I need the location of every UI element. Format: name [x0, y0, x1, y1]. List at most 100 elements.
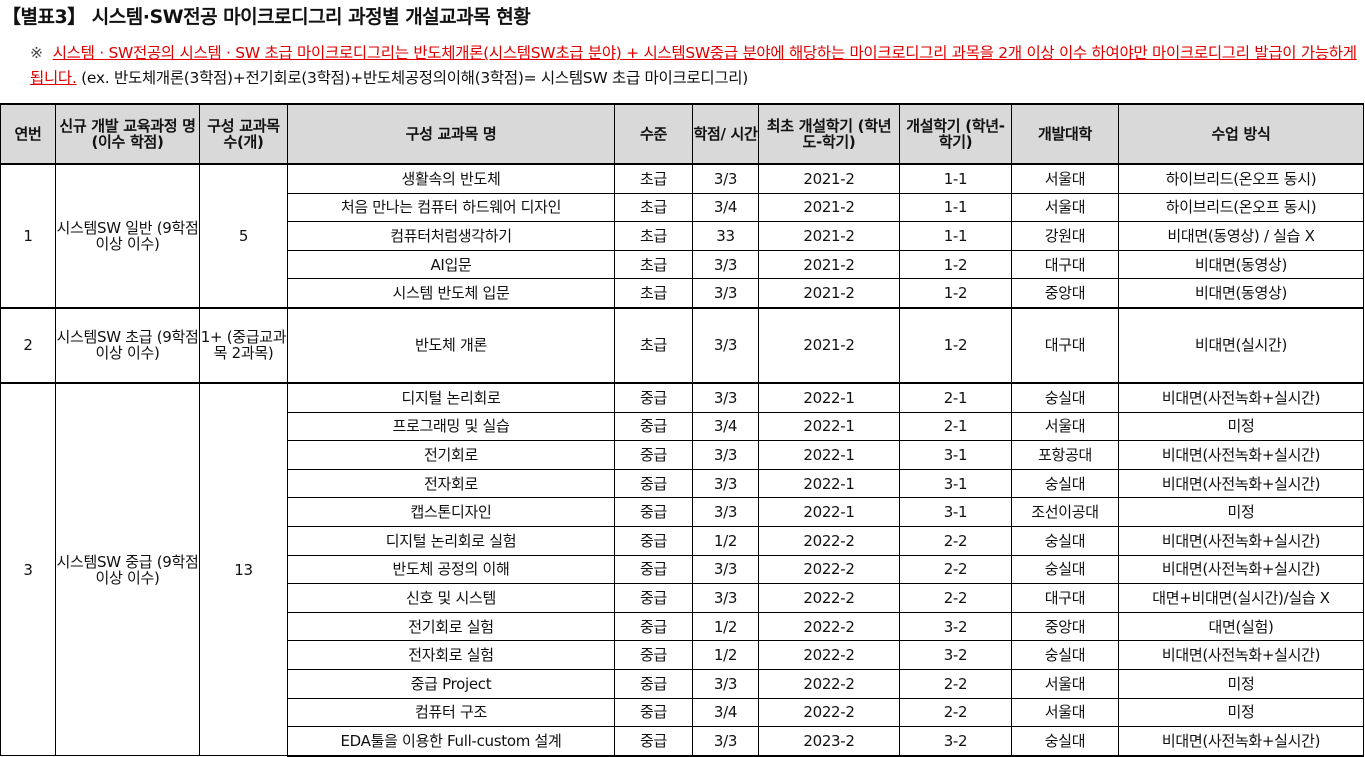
- level: 중급: [614, 411, 693, 442]
- level: 중급: [614, 583, 693, 613]
- university: 서울대: [1011, 411, 1119, 442]
- method: 비대면(사전녹화+실시간): [1118, 726, 1364, 757]
- table-body: 1 시스템SW 일반 (9학점 이상 이수) 5 생활속의 반도체 초급 3/3 2021-…: [0, 162, 1364, 757]
- credits: 3/3: [692, 497, 759, 527]
- method: 비대면(실시간): [1118, 306, 1364, 384]
- table-row: 신호 및 시스템 중급 3/3 2022-2 2-2 대구대 대면+비대면(실시간)/실습 …: [1, 583, 1364, 613]
- level: 초급: [614, 278, 693, 309]
- term: 2-1: [899, 381, 1012, 413]
- credits: 3/3: [692, 726, 759, 757]
- university: 숭실대: [1011, 640, 1119, 670]
- table-row: 프로그래밍 및 실습 중급 3/4 2022-1 2-1 서울대 미정: [1, 411, 1364, 442]
- level: 초급: [614, 192, 693, 223]
- first-term: 2021-2: [758, 306, 900, 384]
- header-term: 개설학기 (학년-학기): [899, 103, 1012, 165]
- first-term: 2021-2: [758, 249, 900, 280]
- table-row: 1 시스템SW 일반 (9학점 이상 이수) 5 생활속의 반도체 초급 3/3 2021-…: [0, 162, 1364, 309]
- level: 중급: [614, 440, 693, 470]
- method: 비대면(사전녹화+실시간): [1118, 468, 1364, 499]
- method: 하이브리드(온오프 동시): [1118, 192, 1364, 223]
- first-term: 2022-2: [758, 554, 900, 585]
- program-no: 1: [0, 163, 56, 309]
- course-name: 디지털 논리회로: [287, 381, 615, 413]
- credits: 3/3: [692, 278, 759, 309]
- first-term: 2022-2: [758, 668, 900, 699]
- level: 중급: [614, 726, 693, 757]
- course-name: EDA툴을 이용한 Full-custom 설계: [287, 726, 615, 757]
- term: 1-1: [899, 162, 1012, 194]
- header-count: 구성 교과목 수(개): [199, 103, 288, 165]
- credits: 3/4: [692, 697, 759, 728]
- level: 초급: [614, 162, 693, 194]
- course-name: 중급 Project: [287, 668, 615, 699]
- credits: 3/3: [692, 554, 759, 585]
- level: 중급: [614, 525, 693, 556]
- level: 중급: [614, 640, 693, 670]
- header-no: 연번: [0, 103, 56, 165]
- course-name: 컴퓨터 구조: [287, 697, 615, 728]
- first-term: 2022-2: [758, 640, 900, 670]
- first-term: 2022-1: [758, 497, 900, 527]
- university: 서울대: [1011, 697, 1119, 728]
- course-count: 1+ (중급교과목 2과목): [199, 306, 288, 384]
- first-term: 2022-1: [758, 381, 900, 413]
- table-row: 전기회로 실험 중급 1/2 2022-2 3-2 중앙대 대면(실험): [1, 611, 1364, 642]
- university: 숭실대: [1011, 525, 1119, 556]
- first-term: 2022-1: [758, 411, 900, 442]
- table-row: AI입문 초급 3/3 2021-2 1-2 대구대 비대면(동영상): [1, 249, 1364, 280]
- method: 미정: [1118, 497, 1364, 527]
- level: 중급: [614, 497, 693, 527]
- first-term: 2022-2: [758, 583, 900, 613]
- table-row: 시스템 반도체 입문 초급 3/3 2021-2 1-2 중앙대 비대면(동영상): [1, 278, 1364, 309]
- term: 3-2: [899, 611, 1012, 642]
- header-row: 연번 신규 개발 교육과정 명 (이수 학점) 구성 교과목 수(개) 구성 교…: [0, 103, 1364, 165]
- level: 중급: [614, 554, 693, 585]
- term: 1-1: [899, 192, 1012, 223]
- table-row: 반도체 공정의 이해 중급 3/3 2022-2 2-2 숭실대 비대면(사전녹화+실시간): [1, 554, 1364, 585]
- method: 비대면(동영상): [1118, 249, 1364, 280]
- first-term: 2022-2: [758, 697, 900, 728]
- header-university: 개발대학: [1011, 103, 1119, 165]
- course-name: 디지털 논리회로 실험: [287, 525, 615, 556]
- credits: 3/3: [692, 381, 759, 413]
- term: 2-2: [899, 668, 1012, 699]
- university: 대구대: [1011, 306, 1119, 384]
- method: 비대면(사전녹화+실시간): [1118, 525, 1364, 556]
- header-method: 수업 방식: [1118, 103, 1364, 165]
- university: 중앙대: [1011, 278, 1119, 309]
- level: 초급: [614, 306, 693, 384]
- table-row: 처음 만나는 컴퓨터 하드웨어 디자인 초급 3/4 2021-2 1-1 서울대 하이브리…: [1, 192, 1364, 223]
- course-name: 프로그래밍 및 실습: [287, 411, 615, 442]
- course-name: 캡스톤디자인: [287, 497, 615, 527]
- method: 비대면(동영상): [1118, 278, 1364, 309]
- university: 대구대: [1011, 583, 1119, 613]
- table-row: 2 시스템SW 초급 (9학점 이상 이수) 1+ (중급교과목 2과목) 반도체 개…: [0, 306, 1364, 384]
- level: 초급: [614, 249, 693, 280]
- method: 비대면(동영상) / 실습 X: [1118, 221, 1364, 251]
- term: 3-1: [899, 440, 1012, 470]
- university: 포항공대: [1011, 440, 1119, 470]
- university: 숭실대: [1011, 468, 1119, 499]
- term: 1-2: [899, 249, 1012, 280]
- program-no: 3: [0, 381, 56, 757]
- credits: 3/3: [692, 468, 759, 499]
- credits: 33: [692, 221, 759, 251]
- notice-emphasis: 시스템 · SW전공의 시스템 · SW 초급 마이크로디그리는 반도체개론(시…: [30, 44, 1357, 87]
- term: 3-2: [899, 726, 1012, 757]
- program-name: 시스템SW 중급 (9학점 이상 이수): [55, 381, 200, 757]
- method: 대면+비대면(실시간)/실습 X: [1118, 583, 1364, 613]
- course-name: 전기회로: [287, 440, 615, 470]
- university: 중앙대: [1011, 611, 1119, 642]
- credits: 3/3: [692, 440, 759, 470]
- term: 1-2: [899, 306, 1012, 384]
- page-title: 【별표3】 시스템·SW전공 마이크로디그리 과정별 개설교과목 현황: [2, 6, 531, 28]
- university: 숭실대: [1011, 554, 1119, 585]
- course-table: 연번 신규 개발 교육과정 명 (이수 학점) 구성 교과목 수(개) 구성 교…: [0, 103, 1364, 757]
- first-term: 2022-2: [758, 525, 900, 556]
- course-name: 전자회로: [287, 468, 615, 499]
- first-term: 2021-2: [758, 162, 900, 194]
- term: 2-2: [899, 525, 1012, 556]
- term: 2-1: [899, 411, 1012, 442]
- term: 1-2: [899, 278, 1012, 309]
- header-course: 구성 교과목 명: [287, 103, 615, 165]
